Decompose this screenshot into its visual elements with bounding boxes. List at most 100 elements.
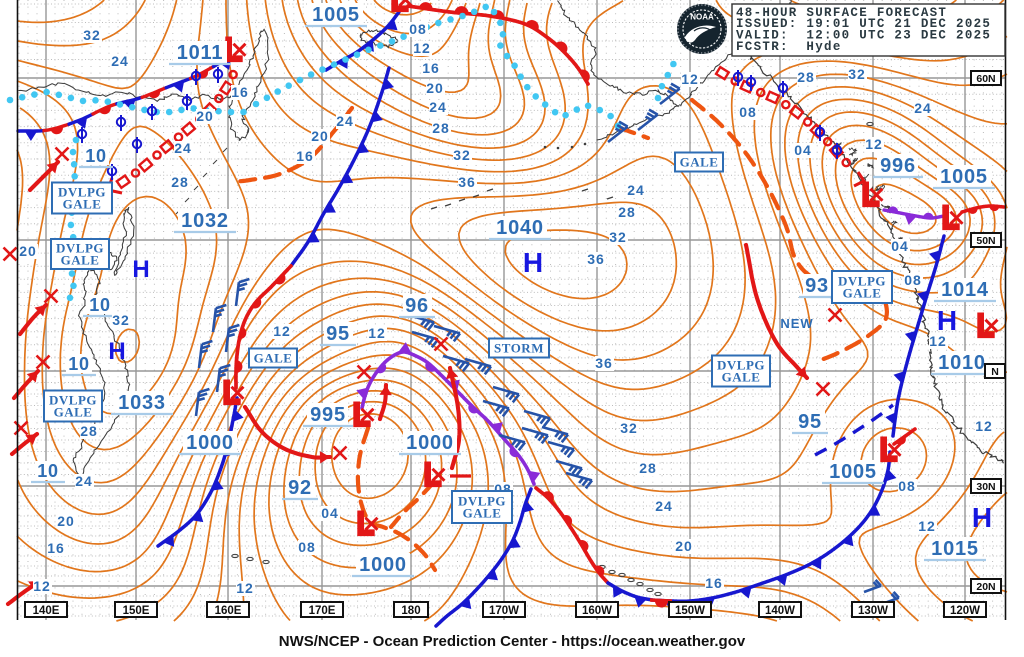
svg-text:32: 32 (453, 147, 471, 163)
svg-text:08: 08 (298, 539, 316, 555)
svg-text:10: 10 (89, 295, 111, 315)
svg-text:24: 24 (75, 473, 93, 489)
svg-text:170E: 170E (309, 605, 336, 617)
svg-text:16: 16 (47, 540, 65, 556)
svg-text:1010: 1010 (938, 352, 986, 374)
svg-text:10: 10 (85, 146, 107, 166)
svg-text:150E: 150E (123, 605, 150, 617)
svg-text:32: 32 (620, 420, 638, 436)
svg-text:28: 28 (171, 174, 189, 190)
svg-text:16: 16 (422, 60, 440, 76)
svg-text:20: 20 (426, 80, 444, 96)
svg-text:20: 20 (19, 243, 37, 259)
svg-text:130W: 130W (858, 605, 888, 617)
svg-text:NOAA: NOAA (690, 13, 714, 22)
svg-text:08: 08 (739, 104, 757, 120)
svg-text:DVLPG: DVLPG (56, 240, 104, 255)
svg-text:GALE: GALE (63, 196, 102, 211)
svg-text:16: 16 (705, 575, 723, 591)
svg-text:H: H (108, 338, 125, 365)
svg-text:GALE: GALE (722, 369, 761, 384)
svg-text:12: 12 (929, 333, 947, 349)
svg-text:04: 04 (321, 505, 339, 521)
svg-text:28: 28 (432, 120, 450, 136)
svg-text:36: 36 (587, 251, 605, 267)
svg-text:12: 12 (975, 418, 993, 434)
svg-text:60N: 60N (976, 73, 995, 85)
svg-text:1014: 1014 (941, 279, 989, 301)
svg-text:12: 12 (413, 40, 431, 56)
svg-text:36: 36 (458, 174, 476, 190)
svg-text:20: 20 (196, 108, 214, 124)
svg-text:04: 04 (891, 238, 909, 254)
svg-text:996: 996 (880, 155, 916, 177)
svg-text:GALE: GALE (680, 154, 719, 169)
svg-text:30N: 30N (976, 481, 995, 493)
svg-text:12: 12 (273, 323, 291, 339)
svg-text:140E: 140E (33, 605, 60, 617)
svg-text:16: 16 (231, 84, 249, 100)
svg-text:1005: 1005 (312, 4, 360, 26)
svg-text:24: 24 (914, 100, 932, 116)
svg-text:20: 20 (311, 128, 329, 144)
svg-text:16: 16 (296, 148, 314, 164)
svg-text:DVLPG: DVLPG (838, 273, 886, 288)
svg-text:160W: 160W (582, 605, 612, 617)
svg-text:140W: 140W (765, 605, 795, 617)
svg-text:24: 24 (336, 113, 354, 129)
svg-text:36: 36 (595, 355, 613, 371)
svg-text:24: 24 (111, 53, 129, 69)
svg-text:08: 08 (409, 21, 427, 37)
svg-text:NEW: NEW (780, 316, 813, 331)
svg-text:DVLPG: DVLPG (49, 392, 97, 407)
svg-text:12: 12 (918, 518, 936, 534)
svg-text:96: 96 (405, 295, 429, 317)
svg-text:1000: 1000 (186, 432, 234, 454)
svg-text:H: H (937, 305, 957, 336)
svg-text:24: 24 (627, 182, 645, 198)
svg-text:95: 95 (326, 323, 350, 345)
svg-text:1005: 1005 (940, 166, 988, 188)
svg-text:H: H (972, 502, 992, 533)
svg-text:GALE: GALE (61, 252, 100, 267)
svg-text:12: 12 (33, 578, 51, 594)
svg-text:1011: 1011 (177, 42, 224, 64)
svg-text:32: 32 (83, 27, 101, 43)
svg-text:150W: 150W (675, 605, 705, 617)
svg-text:12: 12 (681, 71, 699, 87)
svg-text:NWS/NCEP - Ocean Prediction Ce: NWS/NCEP - Ocean Prediction Center - htt… (279, 633, 746, 650)
svg-text:20: 20 (57, 513, 75, 529)
svg-text:120W: 120W (950, 605, 980, 617)
svg-text:170W: 170W (489, 605, 519, 617)
svg-text:STORM: STORM (494, 340, 544, 355)
svg-text:24: 24 (174, 140, 192, 156)
svg-text:12: 12 (865, 136, 883, 152)
svg-text:160E: 160E (215, 605, 242, 617)
svg-text:180: 180 (401, 605, 420, 617)
svg-text:93: 93 (805, 275, 829, 297)
svg-text:08: 08 (898, 478, 916, 494)
svg-text:H: H (132, 256, 149, 283)
svg-text:48-HOUR SURFACE FORECAST: 48-HOUR SURFACE FORECAST (736, 6, 947, 20)
svg-text:10: 10 (37, 461, 59, 481)
svg-text:28: 28 (797, 69, 815, 85)
svg-text:1033: 1033 (118, 392, 166, 414)
svg-text:24: 24 (429, 99, 447, 115)
svg-text:GALE: GALE (254, 350, 293, 365)
svg-text:GALE: GALE (463, 505, 502, 520)
svg-text:DVLPG: DVLPG (458, 493, 506, 508)
svg-text:10: 10 (68, 354, 90, 374)
svg-text:04: 04 (794, 142, 812, 158)
svg-text:DVLPG: DVLPG (717, 357, 765, 372)
svg-text:12: 12 (368, 325, 386, 341)
svg-text:28: 28 (618, 204, 636, 220)
svg-text:32: 32 (848, 66, 866, 82)
svg-text:ISSUED: 19:01 UTC 21 DEC 2025: ISSUED: 19:01 UTC 21 DEC 2025 (736, 17, 991, 31)
svg-text:28: 28 (80, 423, 98, 439)
svg-text:1032: 1032 (181, 210, 229, 232)
svg-text:50N: 50N (976, 235, 995, 247)
svg-text:20: 20 (675, 538, 693, 554)
svg-text:GALE: GALE (54, 404, 93, 419)
svg-text:1000: 1000 (359, 554, 407, 576)
svg-text:12: 12 (236, 580, 254, 596)
